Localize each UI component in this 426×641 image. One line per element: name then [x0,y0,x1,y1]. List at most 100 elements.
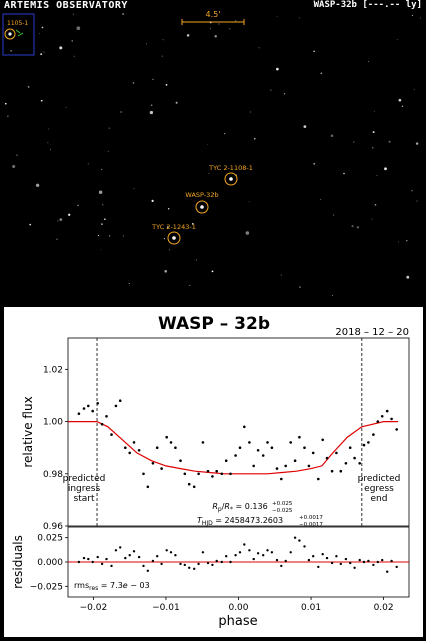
residual-point [100,562,104,566]
star-dot [372,131,375,134]
residual-point [362,560,366,564]
flux-point [118,399,122,402]
star-dot [245,231,250,235]
star-dot [101,223,103,225]
star-dot [372,147,374,149]
y-tick-label: 0.96 [43,522,63,532]
residual-point [381,558,384,562]
flux-point [256,449,260,452]
residual-point [132,550,136,553]
star-dot [133,188,135,190]
svg-text:+0.0017: +0.0017 [299,515,323,521]
residual-point [252,557,255,561]
flux-point [234,454,237,457]
star-dot [49,149,51,151]
star-dot [330,134,334,138]
star-dot [258,47,260,49]
residual-point [82,556,86,560]
residual-point [330,561,334,565]
star-dot [214,35,217,38]
main-axes [67,337,410,527]
star-dot [356,226,360,229]
star-dot [27,86,30,88]
star-dot [97,234,100,237]
residual-point [165,549,168,552]
star-dot [12,164,16,169]
star-dot [191,222,194,225]
star-dot [73,55,75,57]
x-tick-label: 0.02 [374,603,394,613]
residual-point [114,549,118,552]
residual-y-tick-label: 0.025 [37,534,63,544]
flux-point [87,404,90,408]
chart-date: 2018 – 12 – 20 [335,327,409,338]
x-tick-label: 0.01 [301,603,321,613]
star-dot [374,111,375,113]
residual-point [307,558,311,562]
flux-point [165,435,168,439]
flux-point [105,415,108,418]
flux-point [298,435,301,439]
residual-point [146,569,149,572]
star-dot [165,84,168,86]
flux-point [192,485,196,489]
svg-text:start: start [74,494,95,504]
flux-point [206,469,210,473]
flux-point [321,438,325,442]
flux-point [229,472,232,476]
residual-point [128,554,131,557]
residual-point [256,552,260,555]
flux-point [100,422,104,426]
star-dot [283,93,286,95]
residual-point [262,554,265,557]
transit-markers [96,338,363,526]
inset-star-marker [4,28,16,40]
star-label: WASP-32b [185,191,218,199]
svg-text:egress: egress [364,484,394,494]
star-dot [39,32,40,34]
star-dot [398,98,402,102]
star-dot [313,50,315,53]
residual-point [248,549,251,552]
residual-point [91,560,94,564]
star-dot [151,199,154,202]
star-dot [161,55,163,57]
star-dot [248,201,250,203]
star-dot [320,198,322,200]
star-label: TYC 2-1243-1 [151,223,196,231]
star-dot [299,286,301,288]
residual-point [105,557,108,561]
star-dot [332,295,334,296]
star-dot [419,17,421,19]
flux-point [224,459,228,462]
flux-point [160,467,163,470]
flux-point [339,469,343,473]
residual-y-ticks: 0.025 0.000 −0.025 [30,534,68,592]
svg-text:+0.025: +0.025 [272,501,293,507]
inset-label: 1105-1 [7,20,28,27]
inset-box: 1105-1 [2,13,35,56]
svg-text:end: end [371,494,388,504]
residual-point [179,562,182,566]
svg-text:predicted: predicted [63,474,106,484]
star-dot [108,235,111,237]
star-dot [98,190,103,195]
flux-point [311,451,315,455]
target-title: WASP-32b [---.-- ly] [313,0,422,10]
star-dot [120,111,122,113]
residual-point [312,555,315,558]
star-dot [102,204,104,206]
residual-point [298,539,301,542]
residual-points [77,536,398,573]
star-dot [166,226,169,229]
flux-point [330,469,334,473]
residual-point [188,566,191,569]
flux-point [215,469,218,473]
residual-point [353,566,356,569]
flux-point [372,433,375,436]
star-dot [40,99,43,102]
star-dot [313,162,316,165]
residual-point [156,555,159,558]
star-dot [41,26,44,29]
scale-bar: 4.5' [181,10,245,25]
